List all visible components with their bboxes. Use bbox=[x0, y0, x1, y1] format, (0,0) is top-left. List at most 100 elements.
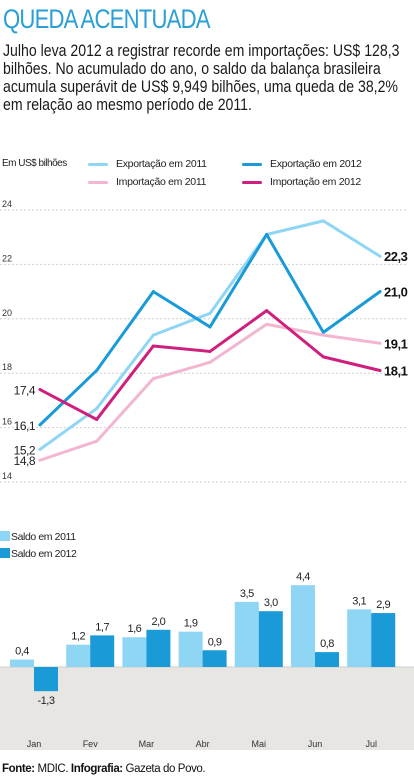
data-point-1-3 bbox=[208, 325, 212, 329]
negative-zone bbox=[0, 667, 414, 750]
bar-value-label-1-5: 0,8 bbox=[320, 638, 334, 650]
data-point-2-6 bbox=[378, 341, 382, 345]
bar-0-4 bbox=[234, 601, 259, 667]
data-point-2-1 bbox=[95, 439, 99, 443]
bar-value-label-1-1: 1,7 bbox=[95, 621, 109, 633]
series-line-2 bbox=[38, 322, 382, 462]
infographic-prefix: Infografia: bbox=[70, 763, 123, 775]
bar-0-5 bbox=[291, 585, 315, 667]
x-tick-label-fev: Fev bbox=[83, 739, 99, 749]
legend-saldo-2012: Saldo em 2012 bbox=[0, 548, 77, 560]
legend-label-saldo-2011: Saldo em 2011 bbox=[11, 531, 76, 543]
chart-title: QUEDA ACENTUADA bbox=[3, 4, 211, 34]
bar-value-label-0-0: 0,4 bbox=[15, 646, 29, 658]
data-point-2-2 bbox=[151, 377, 155, 381]
data-point-2-4 bbox=[265, 322, 269, 326]
series-line-1 bbox=[38, 232, 382, 427]
data-point-3-3 bbox=[208, 349, 212, 353]
legend-swatch-saldo-2011 bbox=[0, 531, 10, 541]
start-value-label-2: 14,8 bbox=[14, 454, 36, 468]
legend-import-2012: Importação em 2012 bbox=[242, 176, 361, 188]
data-point-1-5 bbox=[321, 330, 325, 334]
bar-1-4 bbox=[258, 611, 283, 667]
legend-swatch-import-2011 bbox=[88, 180, 108, 184]
data-point-0-1 bbox=[95, 407, 99, 411]
bar-value-label-0-5: 4,4 bbox=[296, 571, 310, 583]
x-tick-label-mar: Mar bbox=[139, 739, 155, 749]
bar-value-label-1-6: 2,9 bbox=[376, 599, 390, 611]
data-point-3-0 bbox=[38, 388, 42, 392]
legend-import-2011: Importação em 2011 bbox=[88, 176, 206, 188]
y-tick-label-16: 16 bbox=[2, 417, 12, 427]
source-prefix: Fonte: bbox=[2, 763, 35, 775]
legend-swatch-export-2011 bbox=[88, 162, 108, 166]
bar-value-label-1-0: -1,3 bbox=[38, 695, 55, 707]
y-tick-label-14: 14 bbox=[2, 471, 12, 481]
x-tick-label-jan: Jan bbox=[27, 739, 42, 749]
y-tick-label-22: 22 bbox=[2, 253, 12, 263]
end-value-label-0: 22,3 bbox=[384, 249, 408, 264]
bar-0-0 bbox=[10, 659, 34, 667]
legend-export-2012: Exportação em 2012 bbox=[242, 158, 362, 170]
y-tick-label-18: 18 bbox=[2, 362, 12, 372]
data-point-0-3 bbox=[208, 311, 212, 315]
legend-label-import-2011: Importação em 2011 bbox=[116, 176, 207, 188]
data-point-3-2 bbox=[151, 344, 155, 348]
bar-value-label-1-3: 0,9 bbox=[208, 636, 222, 648]
bar-0-6 bbox=[347, 609, 372, 667]
bar-chart: 0,4 -1,3 Jan 1,2 1,7 Fev 1,6 2,0 Mar 1,9 0,9 Abr 3,5… bbox=[0, 571, 414, 750]
data-point-0-6 bbox=[378, 254, 382, 258]
data-point-3-6 bbox=[378, 368, 382, 372]
bar-value-label-0-2: 1,6 bbox=[128, 623, 142, 635]
bar-1-3 bbox=[202, 650, 227, 667]
bar-value-label-0-1: 1,2 bbox=[71, 631, 85, 643]
bar-value-label-0-6: 3,1 bbox=[352, 595, 366, 607]
start-value-label-3: 17,4 bbox=[14, 384, 36, 398]
y-tick-label-24: 24 bbox=[2, 199, 12, 209]
data-point-2-0 bbox=[38, 458, 42, 462]
bar-1-6 bbox=[371, 613, 396, 667]
end-value-label-2: 19,1 bbox=[384, 336, 408, 351]
x-tick-label-jun: Jun bbox=[308, 739, 323, 749]
bar-0-1 bbox=[66, 644, 91, 667]
source-text: MDIC. bbox=[37, 763, 69, 775]
series-1: 16,1 21,0 bbox=[14, 232, 408, 433]
bar-1-5 bbox=[315, 652, 339, 667]
end-value-label-1: 21,0 bbox=[384, 285, 408, 300]
bar-0-3 bbox=[178, 631, 203, 667]
data-point-1-6 bbox=[378, 290, 382, 294]
legend-label-saldo-2012: Saldo em 2012 bbox=[11, 548, 77, 560]
x-tick-label-jul: Jul bbox=[365, 739, 377, 749]
bar-value-label-0-3: 1,9 bbox=[184, 618, 198, 630]
line-chart-grid: 14 16 18 20 22 24 bbox=[0, 199, 408, 483]
data-point-3-5 bbox=[321, 355, 325, 359]
unit-label: Em US$ bilhões bbox=[2, 158, 67, 169]
bar-value-label-1-2: 2,0 bbox=[152, 616, 166, 628]
x-tick-label-abr: Abr bbox=[196, 739, 210, 749]
legend-swatch-import-2012 bbox=[242, 180, 262, 184]
legend-swatch-saldo-2012 bbox=[0, 548, 10, 558]
legend-label-export-2011: Exportação em 2011 bbox=[116, 158, 207, 170]
legend-label-export-2012: Exportação em 2012 bbox=[270, 158, 362, 170]
data-point-3-1 bbox=[95, 417, 99, 421]
data-point-2-5 bbox=[321, 333, 325, 337]
data-point-1-2 bbox=[151, 290, 155, 294]
legend-label-import-2012: Importação em 2012 bbox=[270, 176, 361, 188]
source-credit: Fonte: MDIC. Infografia: Gazeta do Povo. bbox=[2, 763, 206, 775]
start-value-label-1: 16,1 bbox=[14, 419, 36, 433]
y-tick-label-20: 20 bbox=[2, 308, 12, 318]
bar-value-label-0-4: 3,5 bbox=[240, 588, 254, 600]
series-3: 17,4 18,1 bbox=[14, 309, 408, 421]
data-point-0-2 bbox=[151, 333, 155, 337]
legend-saldo-2011: Saldo em 2011 bbox=[0, 531, 76, 543]
bar-1-0 bbox=[34, 667, 58, 692]
data-point-3-4 bbox=[265, 309, 269, 313]
x-tick-label-mai: Mai bbox=[252, 739, 267, 749]
series-2: 14,8 19,1 bbox=[14, 322, 408, 468]
data-point-1-1 bbox=[95, 368, 99, 372]
legend-swatch-export-2012 bbox=[242, 162, 262, 166]
bar-0-2 bbox=[122, 637, 147, 667]
data-point-1-4 bbox=[265, 232, 269, 236]
legend-export-2011: Exportação em 2011 bbox=[88, 158, 207, 170]
line-chart: 14161820222415,222,316,121,014,819,117,4… bbox=[0, 199, 408, 483]
